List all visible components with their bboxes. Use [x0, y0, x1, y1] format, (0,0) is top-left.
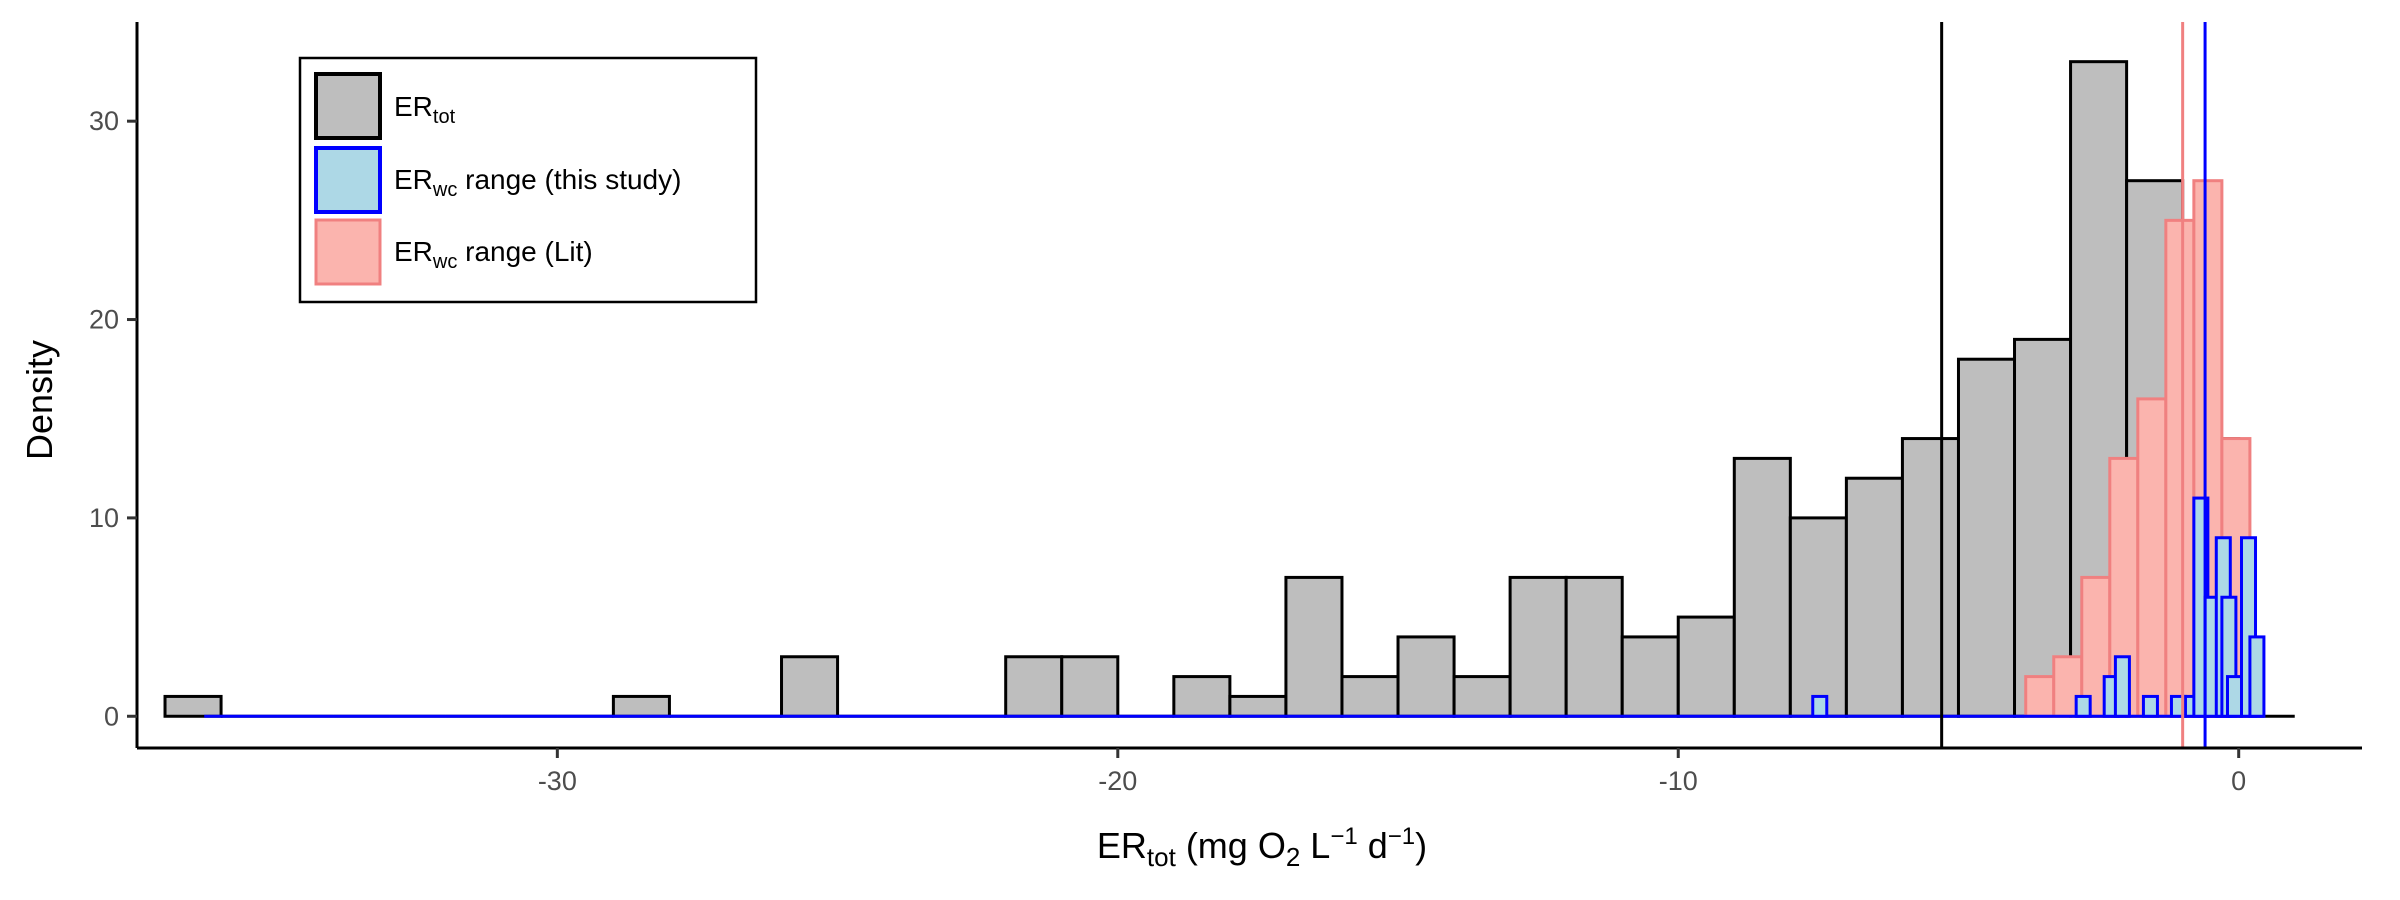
x-axis-title-rest3: d: [1358, 825, 1388, 866]
er-tot-bar-28: [1732, 456, 1792, 718]
er-tot-bar-16: [1060, 655, 1120, 718]
x-axis-title-rest: (mg O: [1176, 825, 1286, 866]
legend-label-er-wc-this-study-base: ER: [394, 164, 433, 195]
y-tick-label-2: 20: [89, 305, 119, 335]
er-tot-bar-21: [1340, 675, 1400, 718]
legend: ERtot ERwc range (this study) ERwc range…: [298, 56, 758, 304]
legend-label-er-wc-this-study-sub: wc: [432, 179, 457, 201]
reference-lines: [1940, 22, 2207, 748]
er-wc-this-study-bar-0: [1811, 694, 1829, 718]
legend-label-er-tot: ERtot: [394, 91, 456, 128]
er-wc-this-study-bar-11: [2225, 675, 2244, 718]
y-tick-label-3: 30: [89, 106, 119, 136]
er-wc-this-study-bars: [204, 496, 2266, 718]
legend-key-er-wc-lit: [314, 218, 382, 286]
x-axis-title-sup2: −1: [1388, 823, 1415, 850]
er-tot-bar-19: [1228, 694, 1288, 718]
er-tot-bar-30: [1844, 476, 1904, 718]
x-axis-title: ERtot (mg O2 L−1 d−1): [1097, 823, 1427, 872]
er-tot-bar-26: [1620, 635, 1680, 718]
legend-key-er-wc-this-study: [314, 146, 382, 214]
er-tot-bar-32: [1956, 357, 2017, 718]
er-wc-this-study-bar-3: [2113, 655, 2131, 718]
x-axis-title-sub2: 2: [1286, 842, 1300, 872]
x-tick-label-1: -20: [1098, 766, 1137, 796]
y-tick-label-0: 0: [104, 701, 119, 731]
legend-label-er-wc-lit-rest: range (Lit): [457, 236, 592, 267]
er-tot-bar-25: [1564, 575, 1624, 718]
legend-key-er-tot: [314, 72, 382, 140]
er-tot-bar-18: [1172, 675, 1232, 718]
x-axis-title-sub: tot: [1147, 842, 1177, 872]
x-axis-title-base: ER: [1097, 825, 1147, 866]
er-tot-bar-0: [163, 694, 223, 718]
legend-label-er-wc-lit-sub: wc: [432, 251, 457, 273]
er-wc-this-study-bar-4: [2141, 694, 2159, 718]
legend-label-er-wc-this-study: ERwc range (this study): [394, 164, 681, 201]
er-wc-this-study-bar-1: [2074, 694, 2092, 718]
er-tot-bar-23: [1452, 675, 1512, 718]
er-tot-bar-31: [1900, 437, 1960, 718]
legend-label-er-wc-lit: ERwc range (Lit): [394, 236, 593, 273]
er-tot-bar-15: [1004, 655, 1064, 718]
legend-label-er-tot-sub: tot: [433, 106, 456, 128]
er-wc-lit-bar-0: [2024, 675, 2056, 718]
legend-label-er-wc-lit-base: ER: [394, 236, 433, 267]
axes: 0 10 20 30 -30 -20 -10 0: [89, 22, 2362, 796]
er-wc-lit-bar-4: [2136, 397, 2168, 718]
x-tick-label-3: 0: [2231, 766, 2246, 796]
er-tot-bar-11: [780, 655, 840, 718]
er-tot-bar-29: [1788, 516, 1848, 718]
er-tot-bar-8: [611, 694, 671, 718]
legend-label-er-tot-base: ER: [394, 91, 433, 122]
er-tot-bar-33: [2013, 337, 2073, 718]
er-tot-bar-24: [1508, 575, 1568, 718]
er-wc-lit-bar-5: [2164, 218, 2196, 718]
y-tick-label-1: 10: [89, 503, 119, 533]
x-tick-label-2: -10: [1659, 766, 1698, 796]
x-tick-label-0: -30: [538, 766, 577, 796]
y-axis-title: Density: [19, 340, 60, 460]
x-axis-title-end: ): [1415, 825, 1427, 866]
legend-label-er-wc-this-study-rest: range (this study): [457, 164, 681, 195]
er-tot-bar-22: [1396, 635, 1456, 718]
er-wc-this-study-bar-13: [2248, 635, 2266, 718]
er-tot-bar-27: [1676, 615, 1736, 718]
er-tot-bar-20: [1284, 575, 1344, 718]
x-axis-title-sup: −1: [1330, 823, 1357, 850]
x-axis-title-rest2: L: [1300, 825, 1330, 866]
